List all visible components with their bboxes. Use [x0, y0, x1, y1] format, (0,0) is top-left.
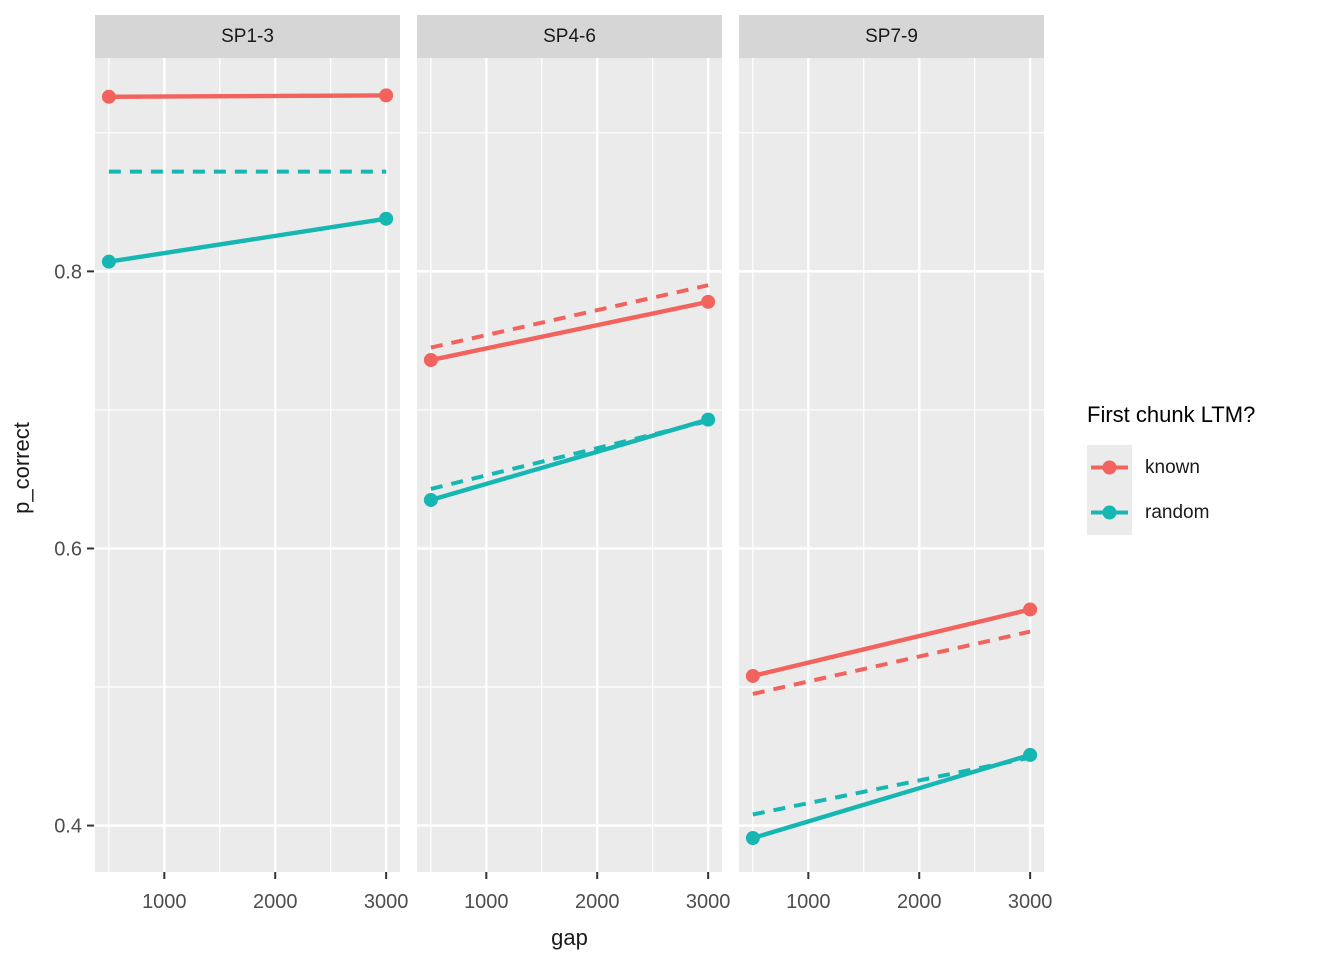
- y-axis-tick-label: 0.4: [54, 816, 82, 838]
- series-line-known-solid: [430, 299, 709, 363]
- legend-entry-random: random: [1087, 490, 1340, 535]
- legend-label-known: known: [1145, 456, 1200, 478]
- data-point-random: [379, 211, 394, 226]
- x-axis-tick-label: 3000: [364, 891, 409, 913]
- legend: First chunk LTM? known random: [1085, 402, 1340, 535]
- data-point-random: [745, 831, 760, 846]
- facet-strip-label: SP7-9: [865, 25, 918, 47]
- x-axis-tick-label: 1000: [142, 891, 187, 913]
- series-line-known-solid: [752, 607, 1031, 679]
- facet-strip-sp7-9: SP7-9: [739, 15, 1044, 58]
- x-axis-tick-label: 2000: [897, 891, 942, 913]
- facet-strip-label: SP4-6: [543, 25, 596, 47]
- data-point-known: [701, 294, 716, 309]
- panel-bg-SP1-3: [95, 58, 400, 872]
- panel-bg-SP4-6: [417, 58, 722, 872]
- data-point-random: [101, 254, 116, 269]
- facet-strip-label: SP1-3: [221, 25, 274, 47]
- series-line-random-solid: [752, 752, 1031, 841]
- legend-title: First chunk LTM?: [1087, 402, 1256, 427]
- x-axis-tick-label: 1000: [786, 891, 831, 913]
- series-line-known-dashed: [430, 283, 709, 350]
- x-axis-tick-label: 3000: [1008, 891, 1053, 913]
- data-point-random: [701, 412, 716, 427]
- data-point-random: [423, 492, 438, 507]
- y-axis-tick-label: 0.8: [54, 261, 82, 283]
- data-point-known: [423, 353, 438, 368]
- legend-key-random-icon: [1087, 490, 1132, 535]
- x-axis-tick-label: 2000: [575, 891, 620, 913]
- legend-label-random: random: [1145, 501, 1210, 523]
- data-point-known: [101, 89, 116, 104]
- series-line-known-dashed: [752, 629, 1031, 696]
- x-axis-tick-label: 3000: [686, 891, 731, 913]
- x-axis-title: gap: [551, 925, 588, 950]
- y-axis-tick-label: 0.6: [54, 538, 82, 560]
- data-point-known: [379, 88, 394, 103]
- y-axis-title: p_correct: [9, 422, 34, 514]
- series-line-random-solid: [108, 216, 387, 264]
- legend-entry-known: known: [1087, 445, 1340, 490]
- facet-strip-sp1-3: SP1-3: [95, 15, 400, 58]
- data-point-known: [1023, 602, 1038, 617]
- x-axis-tick-label: 1000: [464, 891, 509, 913]
- facet-strip-sp4-6: SP4-6: [417, 15, 722, 58]
- series-line-known-solid: [108, 93, 387, 99]
- data-point-known: [745, 668, 760, 683]
- panel-bg-SP7-9: [739, 58, 1044, 872]
- data-point-random: [1023, 747, 1038, 762]
- x-axis-tick-label: 2000: [253, 891, 298, 913]
- series-line-random-solid: [430, 417, 709, 503]
- legend-key-known-icon: [1087, 445, 1132, 490]
